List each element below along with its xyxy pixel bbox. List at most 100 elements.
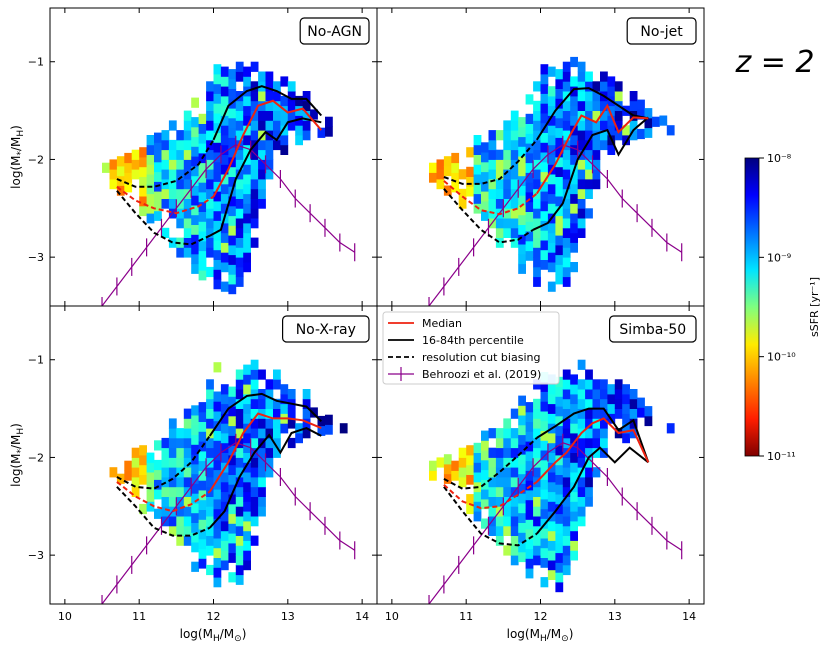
heatmap-cell (273, 447, 281, 458)
heatmap-cell (600, 428, 608, 439)
heatmap-cell (198, 480, 207, 491)
panel-title-box (608, 315, 697, 343)
heatmap-cell (562, 179, 571, 190)
heatmap-cell (250, 477, 259, 488)
heatmap-cell (592, 398, 601, 409)
heatmap-cell (250, 496, 259, 507)
heatmap-cell (518, 493, 526, 504)
heatmap-cell (213, 362, 222, 373)
heatmap-cell (585, 477, 593, 488)
heatmap-cell (503, 516, 512, 527)
heatmap-cell (235, 130, 244, 141)
heatmap-cell (206, 208, 214, 219)
heatmap-cell (600, 437, 608, 449)
heatmap-cell (525, 221, 534, 232)
x-tick-label: 13 (608, 610, 622, 623)
y-tick-label: −1 (28, 354, 44, 367)
heatmap-cell (228, 225, 237, 236)
heatmap-cell (243, 481, 251, 493)
heatmap-cell (183, 506, 192, 517)
heatmap-cell (622, 393, 630, 405)
heatmap-cell (607, 144, 616, 155)
heatmap-cell (547, 115, 556, 126)
heatmap-cell (577, 457, 586, 468)
heatmap-cell (258, 398, 266, 409)
heatmap-cell (562, 418, 571, 429)
heatmap-cell (570, 374, 578, 385)
heatmap-cell (622, 433, 630, 444)
heatmap-cell (191, 234, 199, 245)
heatmap-cell (168, 120, 177, 131)
heatmap-cell (213, 152, 222, 163)
heatmap-cell (235, 496, 244, 507)
heatmap-cell (228, 415, 237, 427)
heatmap-cell (213, 547, 222, 558)
heatmap-cell (614, 398, 623, 409)
heatmap-cell (570, 403, 578, 414)
panel-title: No-AGN (299, 17, 370, 45)
heatmap-cell (198, 490, 207, 501)
heatmap-cell (146, 481, 155, 493)
heatmap-cell (562, 139, 571, 151)
heatmap-cell (206, 467, 214, 478)
heatmap-cell (488, 496, 497, 507)
heatmap-cell (287, 91, 296, 102)
heatmap-cell (510, 516, 519, 527)
heatmap-cell (206, 159, 214, 170)
heatmap-cell (228, 572, 237, 583)
heatmap-cell (139, 147, 147, 158)
heatmap-cell (176, 130, 185, 141)
heatmap-cell (213, 440, 222, 451)
heatmap-cell (228, 523, 237, 534)
heatmap-cell (235, 545, 244, 556)
heatmap-cell (206, 130, 214, 141)
heatmap-cell (518, 166, 526, 177)
heatmap-cell (458, 188, 467, 199)
heatmap-cell (146, 203, 155, 214)
heatmap-cell (525, 182, 534, 193)
heatmap-cell (600, 130, 608, 141)
heatmap-cell (622, 403, 630, 414)
heatmap-cell (533, 130, 541, 141)
heatmap-cell (592, 408, 601, 419)
heatmap-cell (161, 486, 170, 497)
colorbar-gradient (744, 157, 760, 457)
heatmap-cell (510, 437, 519, 449)
heatmap-cell (525, 192, 534, 203)
heatmap-cell (235, 179, 244, 190)
heatmap-cell (585, 398, 593, 409)
heatmap-cell (265, 389, 274, 400)
heatmap-cell (436, 457, 445, 468)
heatmap-cell (577, 389, 586, 400)
heatmap-cell (570, 433, 578, 444)
heatmap-cell (302, 398, 311, 409)
heatmap-cell (265, 447, 274, 458)
heatmap-cell (250, 61, 259, 72)
heatmap-cell (570, 154, 578, 165)
heatmap-cell (503, 447, 512, 458)
heatmap-cell (243, 95, 251, 107)
colorbar-tick-label: 10⁻⁹ (767, 251, 791, 264)
heatmap-cell (213, 459, 222, 471)
y-tick-label: −3 (28, 549, 44, 562)
heatmap-cell (183, 437, 192, 449)
heatmap-cell (562, 369, 571, 380)
heatmap-cell (562, 437, 571, 449)
heatmap-cell (592, 100, 601, 111)
heatmap-cell (555, 552, 564, 563)
heatmap-cell (547, 125, 556, 136)
heatmap-cell (213, 83, 222, 94)
behroozi-line (428, 144, 683, 306)
heatmap-cell (577, 208, 586, 219)
heatmap-cell (503, 545, 512, 556)
heatmap-cell (228, 284, 237, 295)
heatmap-cell (280, 384, 289, 395)
heatmap-cell (481, 142, 489, 153)
heatmap-cell (525, 470, 534, 481)
heatmap-cell (562, 525, 571, 536)
heatmap-cell (228, 166, 237, 177)
heatmap-cell (235, 257, 244, 268)
heatmap-cell (510, 169, 519, 180)
heatmap-cell (228, 445, 237, 456)
heatmap-cell (488, 467, 497, 478)
